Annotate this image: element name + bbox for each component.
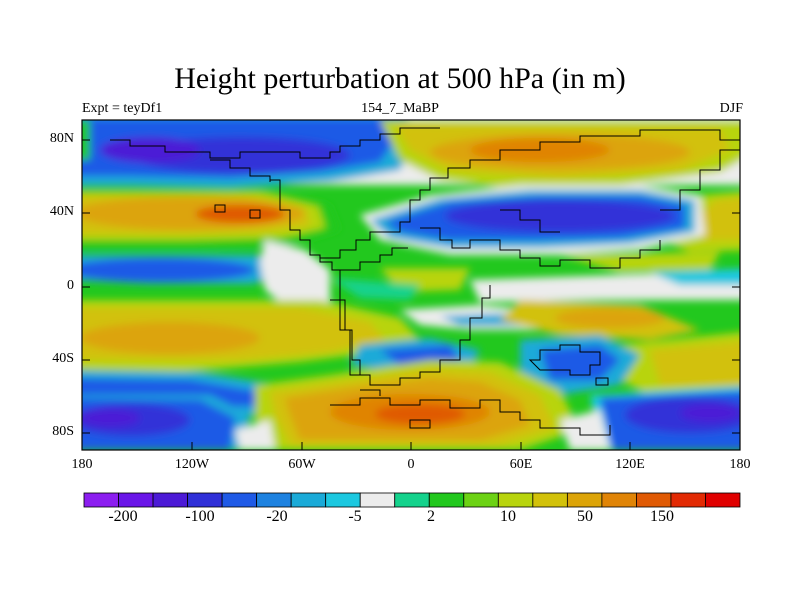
colorbar-box <box>187 492 223 508</box>
y-tick-label: 0 <box>67 278 74 293</box>
colorbar-label: 2 <box>427 508 435 525</box>
colorbar-box <box>636 492 672 508</box>
x-tick-label: 60W <box>288 457 316 472</box>
x-tick-label: 180 <box>71 457 93 472</box>
y-tick-label: 80S <box>52 424 74 439</box>
colorbar-box <box>497 492 534 508</box>
colorbar-box <box>83 492 119 508</box>
colorbar-box <box>463 492 499 508</box>
colorbar <box>83 492 741 508</box>
colorbar-box <box>290 492 327 508</box>
colorbar-box <box>256 492 292 508</box>
colorbar-box <box>152 492 188 508</box>
colorbar-label: -5 <box>348 508 362 525</box>
colorbar-label: 150 <box>650 508 674 525</box>
colorbar-box <box>670 492 706 508</box>
x-tick-label: 180 <box>729 457 751 472</box>
colorbar-label: -200 <box>108 508 138 525</box>
colorbar-box <box>118 492 154 508</box>
colorbar-box <box>221 492 258 508</box>
colorbar-box <box>394 492 430 508</box>
y-tick-label: 40N <box>49 204 74 219</box>
colorbar-box <box>325 492 361 508</box>
colorbar-box <box>705 492 741 508</box>
x-tick-label: 120E <box>615 457 645 472</box>
colorbar-box <box>428 492 465 508</box>
plot-title: Height perturbation at 500 hPa (in m) <box>174 62 626 95</box>
map-field <box>82 120 740 450</box>
x-tick-label: 60E <box>509 457 533 472</box>
y-tick-label: 80N <box>49 131 74 146</box>
colorbar-box <box>601 492 637 508</box>
season-label: DJF <box>719 101 743 116</box>
x-tick-label: 120W <box>174 457 210 472</box>
colorbar-label: 10 <box>500 508 516 525</box>
colorbar-box <box>566 492 603 508</box>
colorbar-box <box>359 492 396 508</box>
y-axis-ticks <box>82 139 740 434</box>
colorbar-label: -20 <box>266 508 288 525</box>
period-label: 154_7_MaBP <box>361 101 439 116</box>
coastline <box>110 127 740 436</box>
colorbar-label: 50 <box>577 508 593 525</box>
experiment-label: Expt = teyDf1 <box>82 101 163 116</box>
colorbar-box <box>532 492 568 508</box>
y-tick-label: 40S <box>52 351 74 366</box>
x-tick-label: 0 <box>407 457 415 472</box>
colorbar-label: -100 <box>185 508 215 525</box>
x-axis-ticks <box>81 442 741 450</box>
